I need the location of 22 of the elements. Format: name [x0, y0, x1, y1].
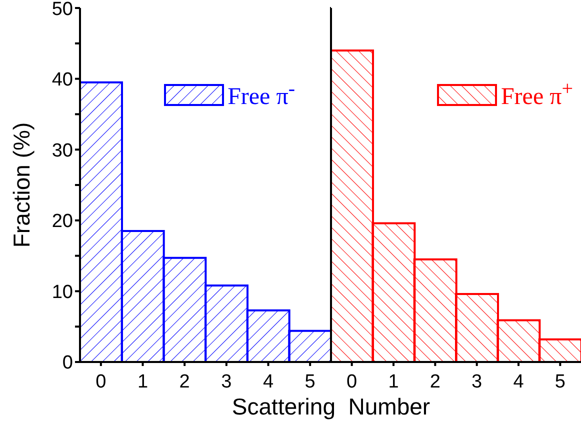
y-tick-label: 30	[52, 140, 73, 162]
x-tick-label: 3	[472, 371, 482, 392]
legend-label: Free π$^{-}$	[228, 78, 295, 111]
x-tick-label: 4	[262, 371, 274, 392]
x-tick-label: 5	[304, 371, 316, 392]
x-axis-title: Scattering Number	[232, 394, 430, 420]
x-tick-label: 1	[388, 371, 399, 392]
x-tick-label: 2	[430, 371, 440, 392]
legend-label: Free π$^{+}$	[500, 78, 573, 111]
y-axis-title: Fraction (%)	[8, 122, 36, 248]
y-tick-label: 20	[52, 211, 73, 232]
x-tick-label: 5	[554, 371, 566, 392]
y-tick-label: 0	[62, 352, 73, 374]
y-tick-label: 10	[52, 282, 73, 303]
x-tick-label: 0	[96, 371, 106, 392]
x-tick-label: 3	[221, 371, 232, 392]
x-tick-label: 4	[513, 371, 524, 392]
y-tick-label: 50	[52, 0, 73, 20]
x-tick-label: 1	[137, 371, 148, 392]
x-tick-label: 2	[179, 371, 190, 392]
x-tick-label: 0	[346, 371, 358, 392]
y-tick-label: 40	[52, 70, 73, 91]
